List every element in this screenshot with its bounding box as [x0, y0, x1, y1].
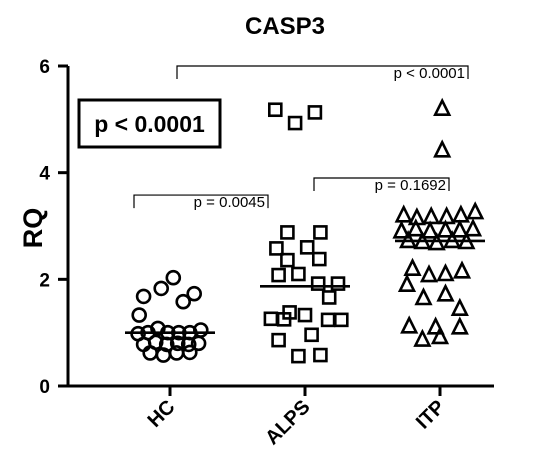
- comparison-brackets: p < 0.0001 p = 0.0045 p = 0.1692: [133, 65, 469, 211]
- x-ticks: HC ALPS ITP: [144, 386, 450, 449]
- data-point-triangle: [436, 263, 455, 282]
- data-point-triangle: [430, 326, 450, 345]
- data-point-triangle: [436, 219, 455, 238]
- data-point-circle: [190, 335, 207, 352]
- comparison-bracket: [313, 177, 450, 191]
- overall-p-frame: [77, 98, 222, 149]
- data-point-square: [276, 312, 292, 327]
- data-point-square: [291, 266, 306, 282]
- data-point-circle: [186, 285, 202, 302]
- data-point-square: [330, 276, 346, 291]
- data-point-triangle: [466, 201, 485, 220]
- data-point-triangle: [426, 316, 445, 335]
- data-point-square: [304, 327, 319, 343]
- data-point-square: [310, 276, 326, 291]
- comparison-bracket: [133, 194, 269, 209]
- x-tick-label: ITP: [412, 396, 450, 434]
- data-point-square: [297, 307, 313, 323]
- data-point-square: [321, 290, 337, 305]
- data-point-circle: [169, 335, 186, 352]
- x-tick-label: ALPS: [261, 396, 314, 449]
- data-point-square: [280, 252, 295, 268]
- data-point-triangle: [422, 206, 441, 225]
- y-axis-label: RQ: [18, 208, 48, 249]
- data-point-square: [287, 115, 303, 131]
- y-tick-label: 6: [39, 57, 50, 78]
- data-point-circle: [153, 280, 169, 297]
- data-point-triangle: [403, 257, 422, 276]
- data-points: [130, 97, 485, 364]
- data-point-square: [269, 241, 284, 256]
- data-point-triangle: [397, 273, 417, 292]
- y-tick-label: 4: [39, 164, 50, 185]
- overall-p-value: p < 0.0001: [94, 111, 205, 137]
- data-point-square: [313, 225, 328, 240]
- axes: [66, 66, 494, 388]
- data-point-triangle: [394, 204, 413, 223]
- data-point-triangle: [433, 97, 452, 116]
- data-point-square: [271, 332, 286, 348]
- data-point-circle: [135, 288, 152, 305]
- data-point-triangle: [420, 220, 440, 239]
- data-point-square: [291, 348, 306, 364]
- data-point-circle: [168, 345, 185, 361]
- data-point-square: [299, 240, 315, 255]
- data-point-triangle: [413, 328, 432, 347]
- comparison-p-value: p < 0.0001: [394, 65, 465, 82]
- data-point-triangle: [450, 297, 469, 316]
- data-point-square: [311, 251, 327, 267]
- data-point-square: [280, 225, 295, 240]
- data-point-square: [271, 267, 286, 283]
- data-point-triangle: [436, 283, 455, 302]
- data-point-square: [267, 102, 283, 118]
- data-point-circle: [175, 293, 191, 310]
- comparison-p-value: p = 0.0045: [194, 194, 265, 211]
- y-tick-label: 0: [39, 377, 50, 398]
- data-point-circle: [131, 307, 147, 323]
- data-point-triangle: [463, 218, 483, 237]
- data-point-triangle: [450, 219, 469, 238]
- data-point-triangle: [433, 139, 452, 158]
- data-point-square: [320, 312, 336, 328]
- data-point-circle: [180, 336, 197, 353]
- x-tick-label: HC: [144, 396, 180, 432]
- data-point-triangle: [437, 206, 456, 225]
- data-point-square: [263, 311, 279, 327]
- data-point-triangle: [400, 315, 419, 334]
- chart-title: CASP3: [245, 13, 325, 40]
- data-point-triangle: [452, 260, 472, 279]
- comparison-p-value: p = 0.1692: [375, 177, 446, 194]
- data-point-triangle: [406, 218, 425, 237]
- overall-p-box: p < 0.0001: [77, 98, 222, 149]
- data-point-square: [333, 312, 349, 328]
- data-point-circle: [165, 269, 182, 286]
- y-tick-label: 2: [39, 270, 50, 291]
- data-point-triangle: [419, 264, 439, 283]
- data-point-triangle: [392, 220, 411, 239]
- data-point-circle: [182, 344, 198, 361]
- data-point-square: [313, 347, 328, 363]
- data-point-triangle: [450, 316, 469, 335]
- median-lines: [125, 239, 485, 334]
- data-point-triangle: [451, 204, 471, 223]
- data-point-triangle: [414, 287, 433, 306]
- y-ticks: 0 2 4 6: [39, 57, 68, 398]
- comparison-bracket: [176, 65, 469, 79]
- data-point-square: [307, 105, 323, 120]
